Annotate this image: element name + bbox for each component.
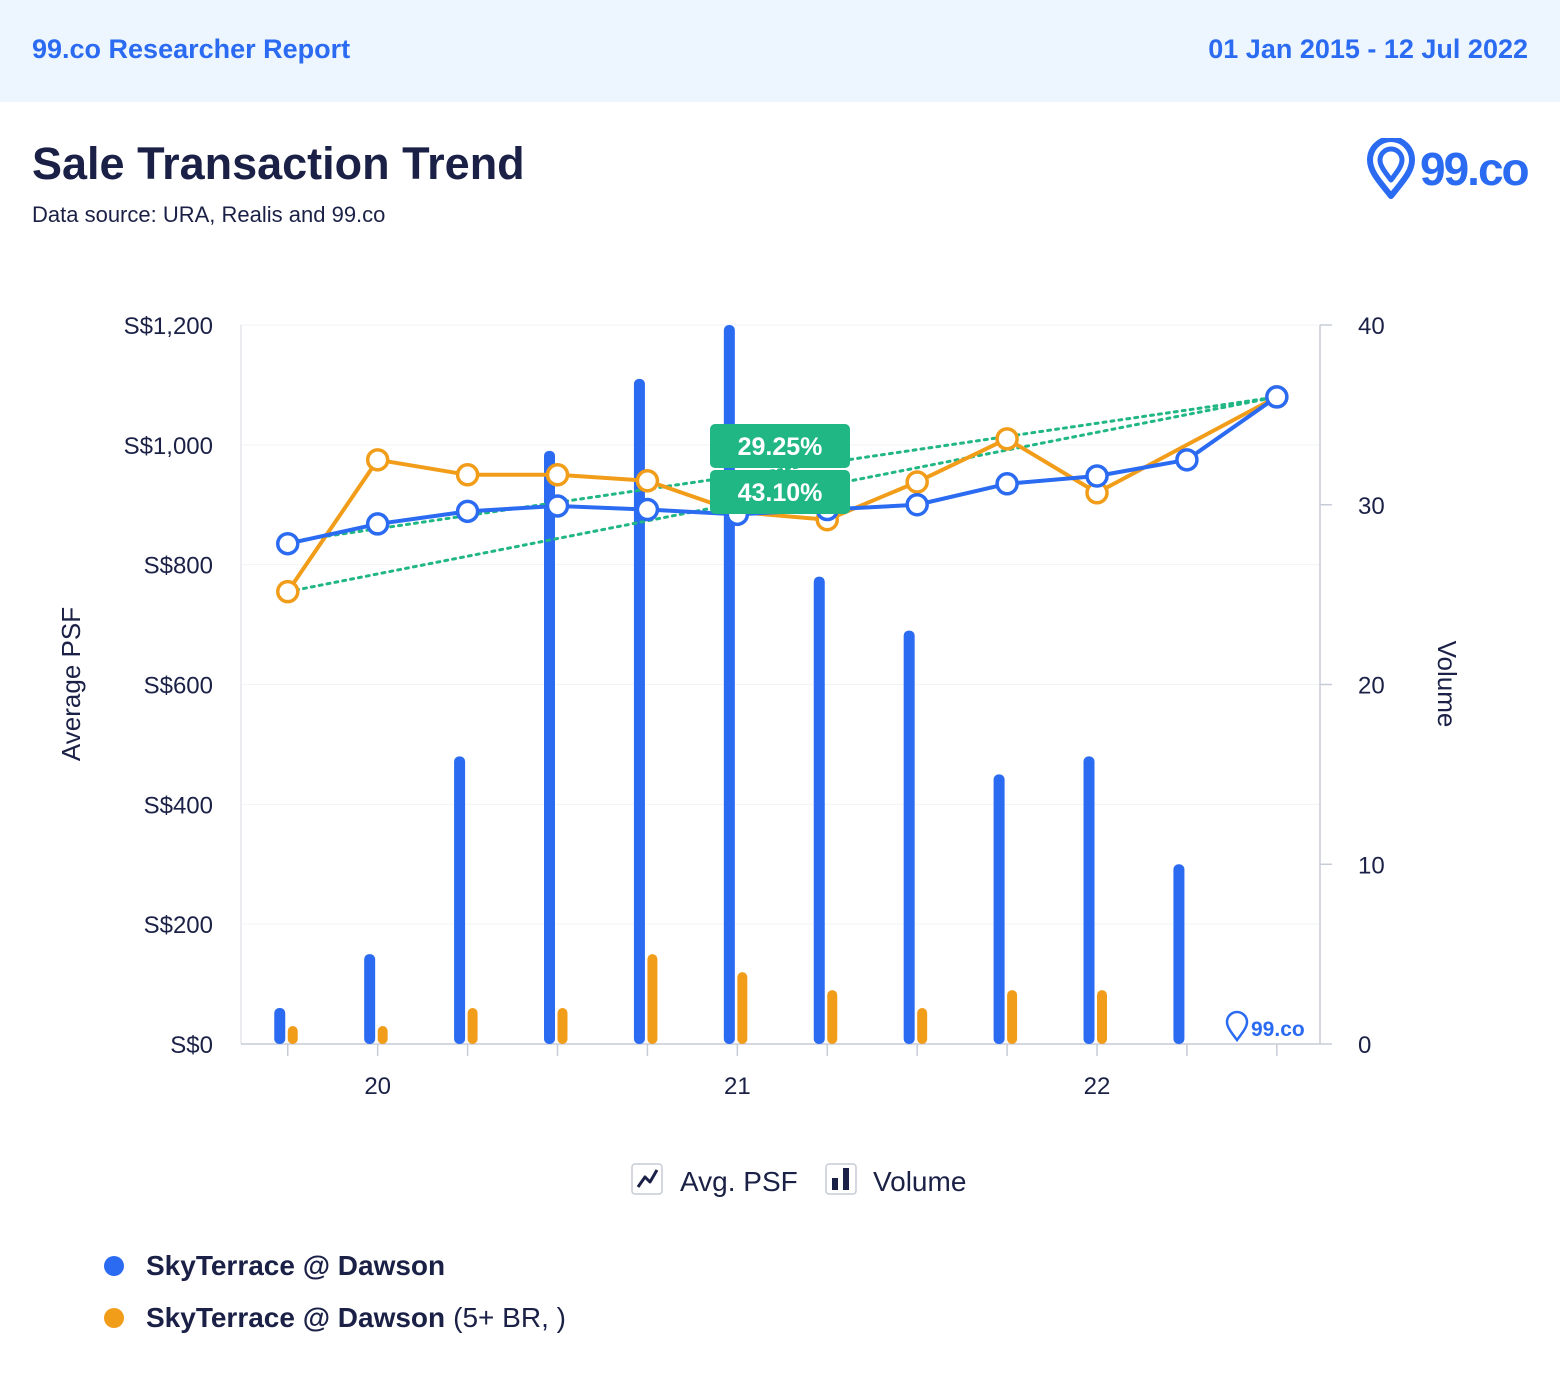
volume-bar [647,954,658,1044]
sale-trend-chart: S$0 S$200 S$400 S$600 S$800 S$1,000 S$1,200 0 10… [56,313,1462,1197]
y-tick-label: S$1,000 [124,433,213,460]
x-tick-label: 20 [364,1073,391,1100]
x-tick-label: 22 [1084,1073,1111,1100]
volume-bar [917,1008,928,1044]
date-range: 01 Jan 2015 - 12 Jul 2022 [1208,34,1528,64]
volume-bar [364,954,376,1044]
volume-bar [1007,990,1018,1044]
volume-bar [287,1026,298,1044]
map-pin-icon [1225,1010,1249,1043]
series-legend-item[interactable]: SkyTerrace @ Dawson (5+ BR, ) [104,1292,566,1344]
series-legend-item[interactable]: SkyTerrace @ Dawson [104,1240,566,1292]
y-tick-label: S$200 [144,912,213,939]
trend-badges: 29.25% 43.10% [710,424,850,514]
volume-bar [467,1008,478,1044]
series-color-dot [104,1308,124,1328]
psf-point [635,497,660,522]
volume-bar [1097,990,1108,1044]
report-header-bar: 99.co Researcher Report 01 Jan 2015 - 12… [0,0,1560,102]
volume-bar [903,630,915,1044]
volume-bar [274,1008,286,1044]
volume-bar [377,1026,388,1044]
psf-point [905,493,929,517]
trend-badge-label: 29.25% [738,433,823,461]
psf-point [455,499,480,524]
y2-tick-label: 10 [1358,852,1385,879]
psf-point [545,463,570,487]
line-chart-icon [636,1169,659,1188]
psf-point [1265,385,1289,409]
psf-point [635,469,660,493]
volume-bar [813,576,825,1044]
trendline [286,395,1279,544]
psf-point [545,494,570,518]
volume-bar [557,1008,568,1044]
x-tick-label: 21 [724,1073,751,1100]
y2-tick-label: 40 [1358,313,1385,340]
psf-point [365,512,390,536]
chart-watermark: 99.co [1225,1010,1305,1043]
map-pin-icon [1367,138,1415,199]
chart-legend: Avg. PSF Volume [631,1163,966,1197]
logo-wordmark: 99.co [1420,143,1530,195]
psf-point [455,463,480,487]
psf-point [995,472,1019,496]
bar-chart-icon [832,1178,838,1190]
volume-bar [737,972,748,1044]
psf-point [276,579,300,604]
bar-chart-icon [843,1168,849,1190]
y-tick-label: S$800 [144,553,213,580]
data-source-note: Data source: URA, Realis and 99.co [32,202,386,227]
series-suffix: (5+ BR, ) [453,1302,566,1333]
series-name: SkyTerrace @ Dawson [146,1250,446,1281]
y-tick-label: S$400 [144,792,213,819]
y-axis-title: Average PSF [56,607,86,761]
series-legend: SkyTerrace @ Dawson SkyTerrace @ Dawson … [104,1240,566,1344]
watermark-text: 99.co [1251,1018,1305,1041]
volume-bar [544,450,556,1044]
volume-bar [1083,756,1095,1044]
psf-point [995,427,1019,451]
bar-chart-icon [825,1163,857,1195]
series-color-dot [104,1256,124,1276]
y-tick-label: S$1,200 [124,313,213,340]
psf-point [276,531,300,556]
y2-tick-label: 20 [1358,673,1385,700]
volume-bar [454,756,466,1044]
legend-label-avg-psf: Avg. PSF [680,1166,798,1197]
psf-point [905,470,929,494]
brand-logo: 99.co [1366,138,1536,200]
volume-bar [1173,864,1185,1044]
page-title: Sale Transaction Trend [32,138,525,189]
y-tick-label: S$0 [170,1032,213,1059]
trend-badge [710,424,850,468]
report-title: 99.co Researcher Report [32,34,351,64]
y2-axis-title: Volume [1432,641,1462,728]
y-tick-label: S$600 [144,673,213,700]
psf-point [1175,448,1199,472]
psf-lines [276,385,1289,604]
legend-label-volume: Volume [873,1166,966,1197]
psf-point [365,448,390,472]
trend-badge-label: 43.10% [738,479,823,507]
volume-bar [633,378,645,1044]
psf-point [1085,464,1109,488]
trend-badge [710,470,850,514]
axes: S$0 S$200 S$400 S$600 S$800 S$1,000 S$1,200 0 10… [56,313,1462,1100]
series-name: SkyTerrace @ Dawson [146,1302,446,1333]
volume-bar [993,774,1005,1044]
y2-tick-label: 0 [1358,1032,1371,1059]
y2-tick-label: 30 [1358,493,1385,520]
volume-bar [827,990,838,1044]
